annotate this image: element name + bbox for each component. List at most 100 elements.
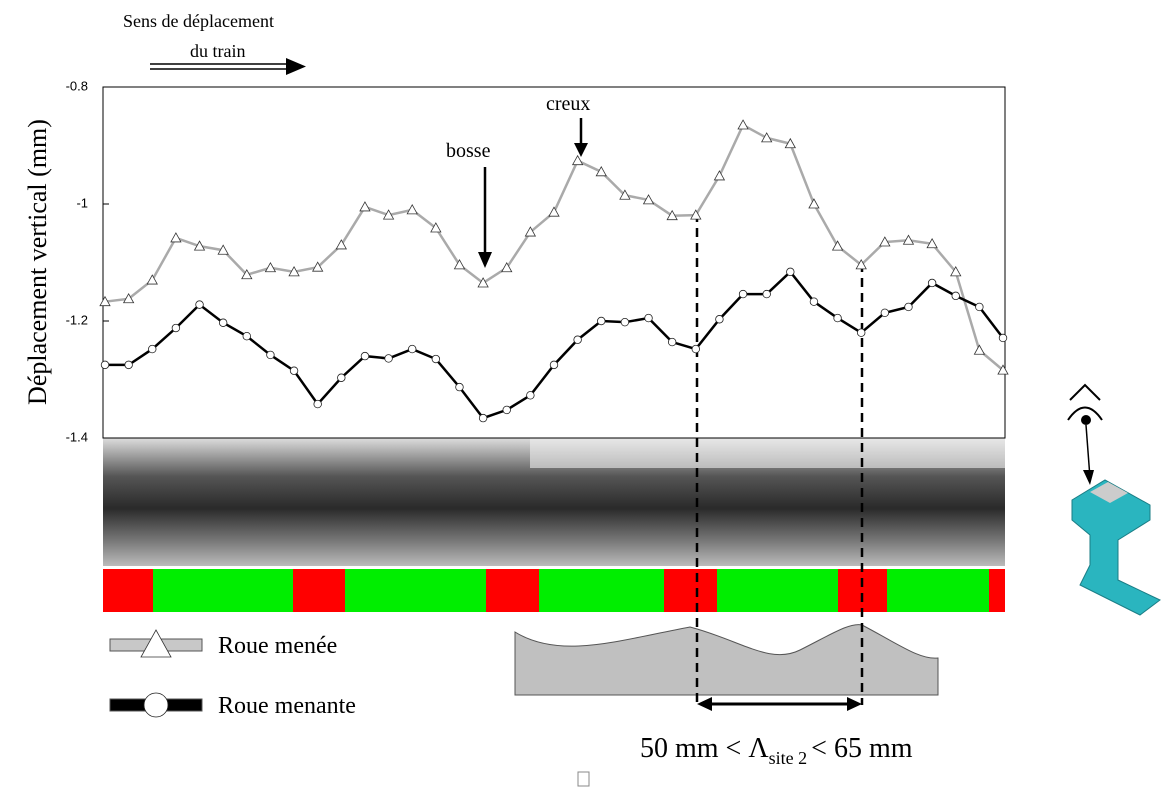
triangle-marker <box>973 344 986 355</box>
circle-marker <box>573 335 582 344</box>
circle-marker <box>124 360 133 370</box>
y-tick-label: -1.4 <box>66 429 88 444</box>
direction-label: Sens de déplacement <box>123 11 274 31</box>
circle-marker <box>143 692 169 718</box>
circle-marker <box>880 308 890 318</box>
y-axis-label: Déplacement vertical (mm) <box>23 119 52 405</box>
circle-marker <box>455 382 464 392</box>
triangle-marker <box>288 266 300 277</box>
profile <box>514 624 939 696</box>
circle-marker <box>833 313 842 323</box>
legend-label: Roue menée <box>218 633 337 659</box>
triangle-marker <box>784 137 796 149</box>
triangle-marker <box>335 239 347 250</box>
triangle-marker <box>430 222 442 233</box>
triangle-marker <box>855 259 867 270</box>
triangle-marker <box>140 629 172 658</box>
circle-marker <box>549 360 559 370</box>
triangle-marker <box>548 206 560 217</box>
circle-marker <box>266 350 275 360</box>
circle-marker <box>857 328 866 337</box>
hollow-arrow-head <box>574 143 588 157</box>
triangle-marker <box>146 274 158 285</box>
bump-label: bosse <box>446 140 491 162</box>
triangle-marker <box>808 198 820 209</box>
triangle-marker <box>99 295 111 307</box>
circle-marker <box>526 391 535 400</box>
wavelength-left: 50 mm < Λ <box>640 733 769 764</box>
circle-marker <box>951 291 960 301</box>
circle-marker <box>148 344 157 354</box>
triangle-marker <box>453 259 466 270</box>
circle-marker <box>100 360 110 370</box>
circle-marker <box>904 302 913 312</box>
circle-marker <box>975 302 984 312</box>
y-tick-label: -1 <box>76 195 88 210</box>
triangle-marker <box>926 237 938 249</box>
triangle-marker <box>571 154 584 166</box>
circle-marker <box>337 373 346 382</box>
triangle-marker <box>122 292 135 304</box>
triangle-marker <box>406 204 418 215</box>
plot-frame <box>102 86 1006 439</box>
circle-marker <box>171 323 181 333</box>
y-tick-label: -1.2 <box>66 312 88 327</box>
triangle-marker <box>690 209 702 220</box>
triangle-marker <box>382 209 395 220</box>
triangle-marker <box>737 119 749 130</box>
circle-marker <box>195 300 204 309</box>
triangle-marker <box>619 189 631 200</box>
triangle-marker <box>642 194 655 205</box>
direction-arrow-head <box>286 58 306 75</box>
circle-marker <box>502 405 511 415</box>
circle-marker <box>667 337 677 347</box>
triangle-marker <box>477 277 489 288</box>
circle-marker <box>313 399 322 409</box>
legend-label: Roue menante <box>218 693 356 719</box>
zone-bar <box>103 569 1005 612</box>
placeholder-box <box>577 771 590 787</box>
circle-marker <box>384 354 393 363</box>
circle-marker <box>408 344 417 354</box>
circle-marker <box>927 278 937 288</box>
direction-label: du train <box>190 41 246 61</box>
triangle-marker <box>761 132 773 143</box>
triangle-marker <box>666 209 678 221</box>
triangle-marker <box>359 201 371 212</box>
circle-marker <box>431 354 441 364</box>
circle-marker <box>620 317 630 327</box>
circle-marker <box>360 351 370 361</box>
triangle-marker <box>831 240 844 251</box>
wavelength-label: 50 mm < Λsite 2 < 65 mm <box>640 733 913 768</box>
triangle-marker <box>501 261 513 273</box>
circle-marker <box>786 267 795 277</box>
triangle-marker <box>713 170 726 181</box>
circle-marker <box>738 289 748 299</box>
triangle-marker <box>264 261 277 273</box>
bump-arrow-head <box>478 252 492 268</box>
circle-marker <box>644 313 653 323</box>
rail-photo-highlight <box>530 438 1005 468</box>
triangle-marker <box>950 266 962 277</box>
rail-icon <box>1067 383 1161 616</box>
triangle-marker <box>312 261 324 272</box>
triangle-marker <box>170 232 182 243</box>
triangle-marker <box>879 236 891 247</box>
wavelength-sub: site 2 <box>769 748 808 768</box>
triangle-marker <box>595 166 607 177</box>
circle-marker <box>691 344 700 354</box>
legend: Roue menée Roue menante <box>109 629 356 719</box>
circle-marker <box>809 297 819 306</box>
circle-marker <box>715 315 724 324</box>
triangle-marker <box>902 234 915 245</box>
circle-marker <box>218 318 228 327</box>
circle-marker <box>242 332 251 341</box>
triangle-marker <box>217 244 229 255</box>
triangle-marker <box>524 226 537 237</box>
triangle-marker <box>241 268 253 280</box>
hollow-label: creux <box>546 93 590 115</box>
circle-marker <box>597 316 606 326</box>
triangle-marker <box>997 364 1009 375</box>
y-tick-label: -0.8 <box>66 78 88 93</box>
